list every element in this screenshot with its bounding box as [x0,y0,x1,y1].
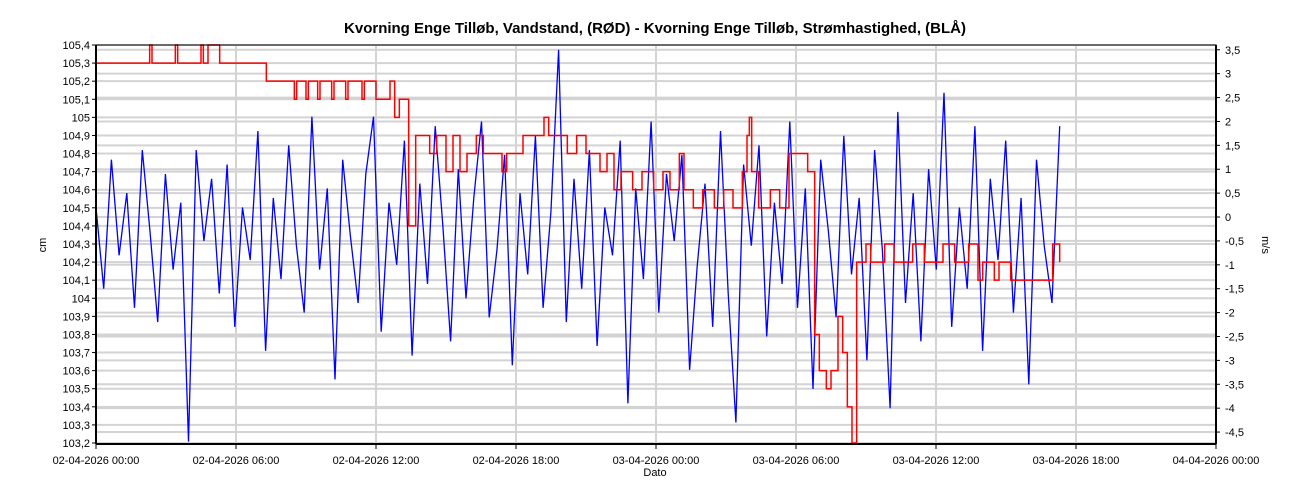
y2-tick-label: 1,5 [1225,140,1240,152]
chart-title: Kvorning Enge Tilløb, Vandstand, (RØD) -… [344,20,966,37]
y2-tick-label: -3,5 [1225,379,1244,391]
y2-tick-label: -2 [1225,308,1235,320]
y2-tick-label: -0,5 [1225,236,1244,248]
y-tick-label: 104,3 [62,239,90,251]
y2-tick-label: 0,5 [1225,188,1240,200]
y-tick-label: 103,7 [62,348,90,360]
series-line-vandstand [96,44,1061,444]
y2-tick-label: 2 [1225,116,1231,128]
y-tick-label: 104,7 [62,167,90,179]
x-tick-label: 04-04-2026 00:00 [1173,455,1260,467]
y-tick-label: 104,5 [62,203,90,215]
y-tick-label: 104,8 [62,149,90,161]
y-tick-label: 104,2 [62,257,90,269]
x-tick-label: 02-04-2026 00:00 [53,455,140,467]
y-tick-label: 105,2 [62,76,90,88]
y-axis-label: cm [37,238,49,253]
y2-tick-label: 2,5 [1225,93,1240,105]
y2-axis-label: m/s [1259,236,1271,254]
series-layer [95,44,1061,444]
y-tick-label: 103,5 [62,384,90,396]
y-tick-label: 105 [72,112,90,124]
y-tick-label: 103,2 [62,438,90,450]
series-line-stromhastighed [95,49,1061,442]
y-tick-label: 105,1 [62,94,90,106]
y-tick-label: 104,6 [62,185,90,197]
y-tick-label: 105,4 [62,40,90,52]
x-tick-label: 02-04-2026 18:00 [473,455,560,467]
y-tick-label: 103,3 [62,420,90,432]
x-axis-label: Dato [643,467,666,479]
y2-tick-label: -1,5 [1225,284,1244,296]
y2-tick-label: -4 [1225,403,1235,415]
y2-tick-label: 1 [1225,164,1231,176]
y-tick-label: 103,8 [62,329,90,341]
ticks: 105,4105,3105,2105,1105104,9104,8104,710… [53,40,1260,467]
y2-tick-label: 3,5 [1225,45,1240,57]
x-tick-label: 03-04-2026 18:00 [1033,455,1120,467]
y2-tick-label: -3 [1225,355,1235,367]
y-tick-label: 104,4 [62,221,90,233]
y-tick-label: 103,9 [62,311,90,323]
y-tick-label: 104,1 [62,275,90,287]
x-tick-label: 02-04-2026 06:00 [193,455,280,467]
y-tick-label: 103,4 [62,402,90,414]
x-tick-label: 03-04-2026 06:00 [753,455,840,467]
y2-tick-label: -2,5 [1225,331,1244,343]
y2-tick-label: -4,5 [1225,427,1244,439]
y2-tick-label: 3 [1225,69,1231,81]
x-tick-label: 03-04-2026 00:00 [613,455,700,467]
y-tick-label: 104 [72,293,90,305]
y2-tick-label: 0 [1225,212,1231,224]
y-tick-label: 105,3 [62,58,90,70]
y-tick-label: 104,9 [62,130,90,142]
x-tick-label: 03-04-2026 12:00 [893,455,980,467]
y-tick-label: 103,6 [62,366,90,378]
y2-tick-label: -1 [1225,260,1235,272]
x-tick-label: 02-04-2026 12:00 [333,455,420,467]
